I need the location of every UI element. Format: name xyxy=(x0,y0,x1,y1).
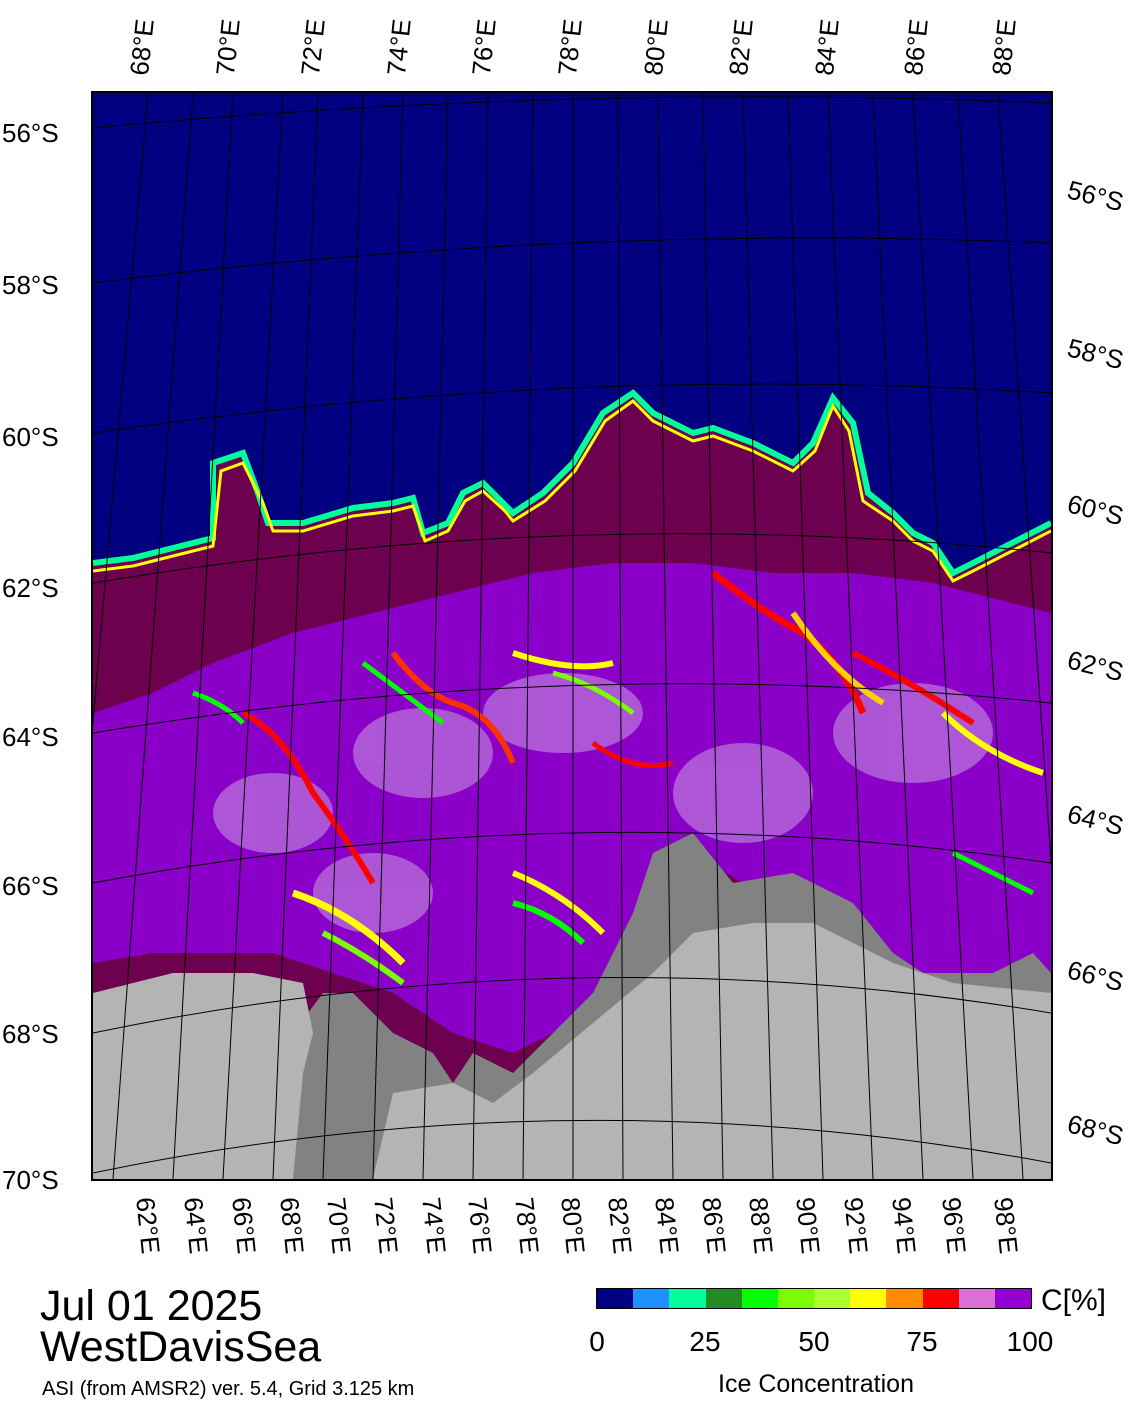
colorbar-segment xyxy=(597,1289,634,1308)
colorbar-tick: 0 xyxy=(589,1326,605,1357)
top-lon-label: 84°E xyxy=(809,17,845,77)
colorbar-segment xyxy=(741,1289,778,1308)
map-date: Jul 01 2025 xyxy=(40,1282,263,1330)
colorbar-segment xyxy=(958,1289,995,1308)
sea-ice-map xyxy=(93,93,1051,1179)
left-lat-label: 68°S xyxy=(2,1019,59,1049)
ice-concentration-colorbar xyxy=(596,1288,1032,1309)
colorbar-tick: 50 xyxy=(798,1326,830,1357)
right-lat-label: 58°S xyxy=(1064,332,1127,376)
bottom-lon-label: 74°E xyxy=(416,1195,452,1256)
left-lat-label: 66°S xyxy=(2,871,59,901)
antarctic-land-east xyxy=(373,923,1051,1179)
bottom-lon-label: 64°E xyxy=(178,1195,214,1256)
top-lon-label: 86°E xyxy=(898,17,934,77)
top-lon-label: 80°E xyxy=(638,17,674,77)
map-frame xyxy=(91,91,1053,1181)
antarctic-land xyxy=(93,973,313,1179)
top-lon-label: 82°E xyxy=(723,17,759,77)
bottom-lon-label: 96°E xyxy=(936,1195,972,1256)
colorbar-segment xyxy=(669,1289,706,1308)
bottom-lon-label: 82°E xyxy=(602,1195,638,1256)
green-ice-streaks xyxy=(192,660,1035,986)
bottom-lon-label: 86°E xyxy=(696,1195,732,1256)
bottom-lon-label: 90°E xyxy=(790,1195,826,1256)
bottom-lon-label: 70°E xyxy=(321,1195,357,1256)
colorbar-tick: 25 xyxy=(689,1326,721,1357)
bottom-lon-label: 98°E xyxy=(988,1195,1024,1256)
colorbar-segment xyxy=(777,1289,815,1308)
top-lon-label: 70°E xyxy=(210,17,246,77)
bottom-lon-label: 78°E xyxy=(509,1195,545,1256)
bottom-lon-label: 72°E xyxy=(368,1195,404,1256)
right-lat-label: 60°S xyxy=(1064,488,1127,532)
top-lon-label: 68°E xyxy=(124,17,160,77)
bottom-lon-label: 76°E xyxy=(462,1195,498,1256)
colorbar-segment xyxy=(886,1289,923,1308)
ice-edge-inner-band xyxy=(93,399,1051,583)
left-lat-label: 60°S xyxy=(2,422,59,452)
top-lon-label: 88°E xyxy=(986,17,1022,77)
right-lat-label: 62°S xyxy=(1064,644,1127,688)
bottom-lon-label: 62°E xyxy=(130,1195,166,1256)
data-source-caption: ASI (from AMSR2) ver. 5.4, Grid 3.125 km xyxy=(42,1378,415,1400)
colorbar-tick: 100 xyxy=(1006,1326,1054,1357)
left-lat-label: 56°S xyxy=(2,118,59,148)
colorbar-label: Ice Concentration xyxy=(718,1370,914,1398)
colorbar-segment xyxy=(633,1289,670,1308)
left-lat-label: 70°S xyxy=(2,1165,59,1195)
graticule xyxy=(93,93,1051,1179)
left-lat-label: 64°S xyxy=(2,722,59,752)
bottom-lon-label: 68°E xyxy=(274,1195,310,1256)
colorbar-segment xyxy=(850,1289,887,1308)
top-lon-label: 76°E xyxy=(466,17,502,77)
colorbar-segment xyxy=(994,1289,1032,1308)
bottom-lon-label: 66°E xyxy=(226,1195,262,1256)
bottom-lon-label: 84°E xyxy=(649,1195,685,1256)
colorbar-segment xyxy=(922,1289,959,1308)
right-lat-label: 66°S xyxy=(1064,954,1127,998)
top-lon-label: 78°E xyxy=(552,17,588,77)
map-region-title: WestDavisSea xyxy=(40,1323,322,1371)
bottom-lon-label: 80°E xyxy=(555,1195,591,1256)
right-lat-label: 56°S xyxy=(1064,174,1127,218)
top-lon-label: 72°E xyxy=(295,17,331,77)
right-lat-label: 68°S xyxy=(1064,1108,1127,1152)
bottom-lon-label: 88°E xyxy=(743,1195,779,1256)
colorbar-segment xyxy=(814,1289,851,1308)
colorbar-unit: C[%] xyxy=(1041,1284,1107,1317)
bottom-lon-label: 92°E xyxy=(838,1195,874,1256)
left-lat-label: 62°S xyxy=(2,573,59,603)
bottom-lon-label: 94°E xyxy=(886,1195,922,1256)
top-lon-label: 74°E xyxy=(381,17,417,77)
right-lat-label: 64°S xyxy=(1064,798,1127,842)
colorbar-segment xyxy=(705,1289,742,1308)
red-yellow-ice-streaks xyxy=(241,570,1044,966)
left-lat-label: 58°S xyxy=(2,270,59,300)
colorbar-tick: 75 xyxy=(906,1326,938,1357)
